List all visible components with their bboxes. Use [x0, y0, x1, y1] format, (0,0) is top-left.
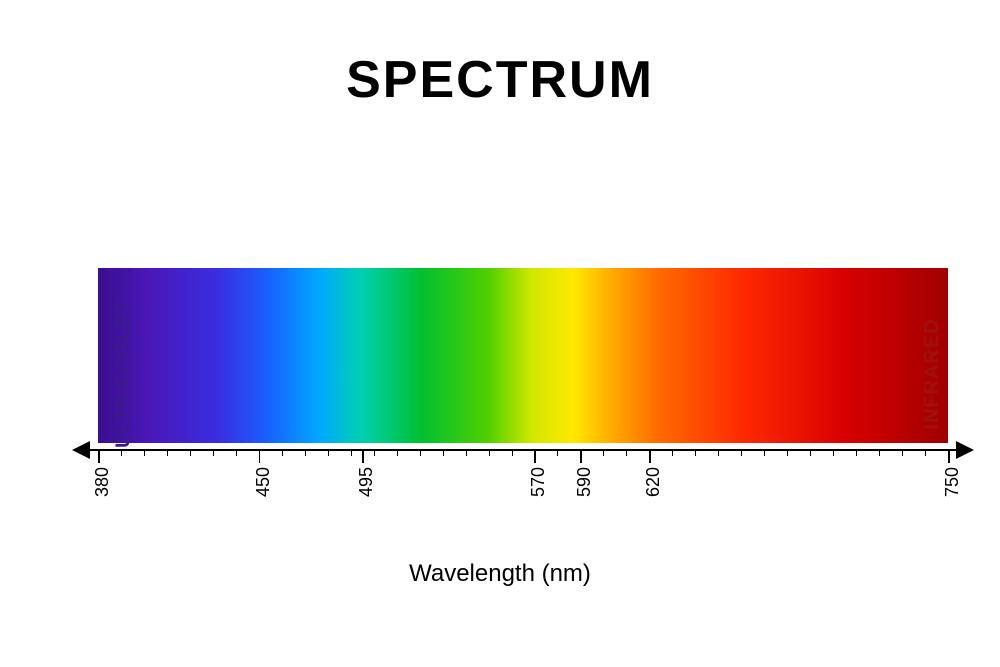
tick-minor — [305, 449, 306, 456]
spectrum-bar — [98, 268, 948, 443]
tick-minor — [603, 449, 604, 456]
tick-minor — [695, 449, 696, 456]
tick-minor — [557, 449, 558, 456]
arrow-left-icon — [72, 441, 90, 459]
tick-minor — [167, 449, 168, 456]
tick-label: 750 — [942, 467, 963, 497]
tick-label: 620 — [643, 467, 664, 497]
tick-minor — [144, 449, 145, 456]
spectrum-container: ULTRAVIOLET INFRARED 3804504955705906207… — [98, 268, 948, 479]
tick-label: 450 — [253, 467, 274, 497]
tick-minor — [718, 449, 719, 456]
tick-minor — [236, 449, 237, 456]
ultraviolet-label: ULTRAVIOLET — [113, 299, 136, 447]
tick-minor — [810, 449, 811, 456]
tick-minor — [282, 449, 283, 456]
tick-minor — [213, 449, 214, 456]
tick-major — [948, 449, 950, 463]
tick-minor — [902, 449, 903, 456]
tick-minor — [833, 449, 834, 456]
tick-minor — [443, 449, 444, 456]
tick-major — [649, 449, 651, 463]
tick-minor — [879, 449, 880, 456]
page-title: SPECTRUM — [0, 50, 1000, 110]
tick-minor — [351, 449, 352, 456]
tick-minor — [787, 449, 788, 456]
tick-minor — [672, 449, 673, 456]
tick-minor — [374, 449, 375, 456]
tick-minor — [489, 449, 490, 456]
tick-minor — [626, 449, 627, 456]
tick-minor — [190, 449, 191, 456]
tick-minor — [328, 449, 329, 456]
tick-minor — [121, 449, 122, 456]
tick-major — [580, 449, 582, 463]
tick-minor — [764, 449, 765, 456]
tick-minor — [420, 449, 421, 456]
tick-major — [362, 449, 364, 463]
tick-minor — [397, 449, 398, 456]
tick-minor — [925, 449, 926, 456]
arrow-right-icon — [956, 441, 974, 459]
tick-major — [534, 449, 536, 463]
tick-label: 380 — [92, 467, 113, 497]
wavelength-axis: 380450495570590620750 — [98, 449, 948, 479]
tick-minor — [741, 449, 742, 456]
axis-line — [88, 449, 958, 451]
tick-major — [98, 449, 100, 463]
tick-minor — [856, 449, 857, 456]
x-axis-label: Wavelength (nm) — [0, 560, 1000, 588]
infrared-label: INFRARED — [921, 318, 944, 429]
tick-label: 570 — [528, 467, 549, 497]
tick-minor — [512, 449, 513, 456]
tick-major — [259, 449, 261, 463]
tick-minor — [466, 449, 467, 456]
tick-label: 590 — [574, 467, 595, 497]
tick-label: 495 — [356, 467, 377, 497]
